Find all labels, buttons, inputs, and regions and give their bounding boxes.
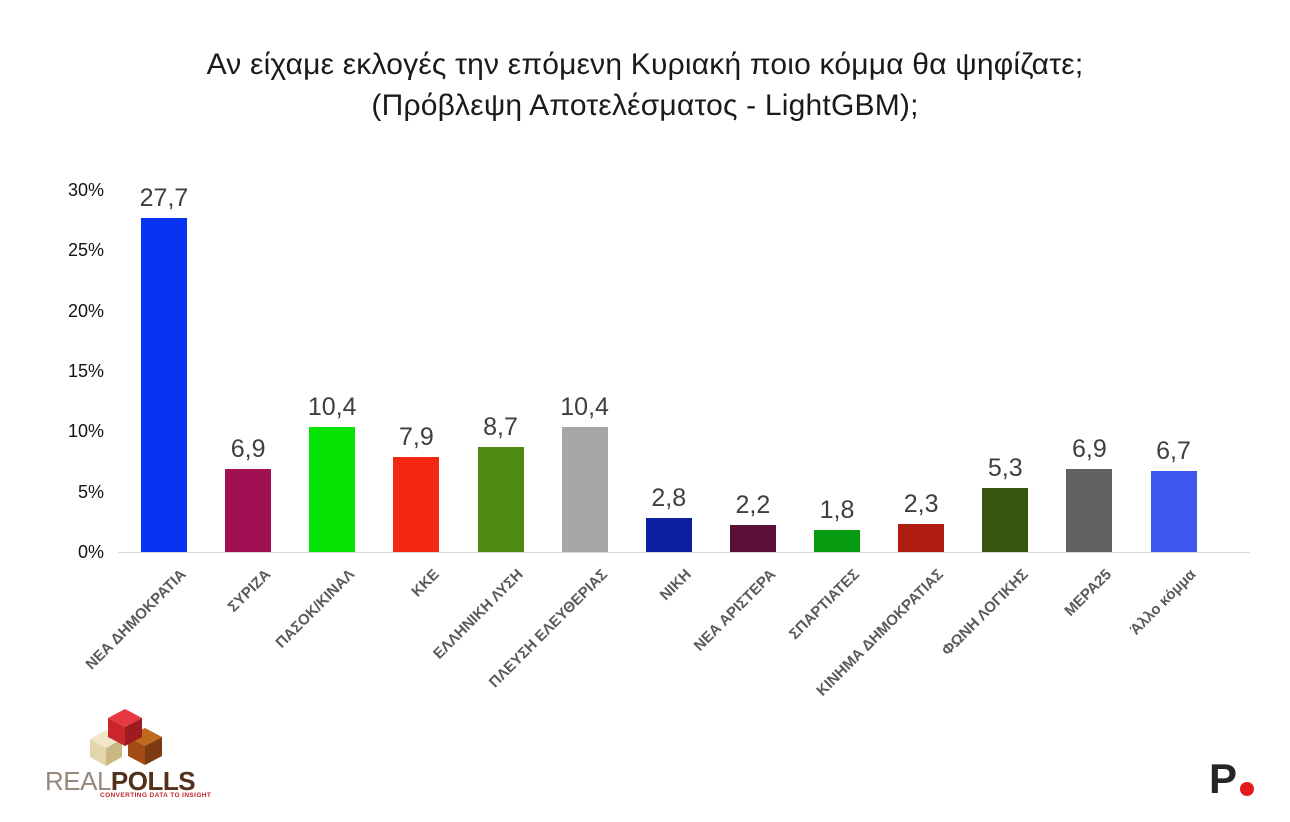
bar-value-label: 5,3 bbox=[987, 454, 1023, 483]
chart-title-line1: Αν είχαμε εκλογές την επόμενη Κυριακή πο… bbox=[206, 48, 1084, 81]
bar-value-label: 10,4 bbox=[560, 392, 609, 421]
y-axis-tick-label: 0% bbox=[77, 542, 104, 562]
x-axis-category-label: ΦΩΝΗ ΛΟΓΙΚΗΣ bbox=[938, 566, 1032, 660]
realpolls-name-real: REAL bbox=[45, 766, 111, 796]
bar-3 bbox=[309, 426, 356, 552]
realpolls-logo: REALPOLLS CONVERTING DATA TO INSIGHT bbox=[45, 708, 215, 803]
y-axis-tick-label: 25% bbox=[67, 240, 104, 261]
bar-value-label: 2,8 bbox=[651, 484, 687, 513]
bar-value-label: 2,2 bbox=[735, 491, 771, 520]
bar-6 bbox=[561, 426, 608, 552]
x-axis-category-label: ΕΛΛΗΝΙΚΗ ΛΥΣΗ bbox=[429, 566, 527, 663]
chart-title-line2: (Πρόβλεψη Αποτελέσματος - LightGBM); bbox=[371, 89, 919, 122]
bar-11 bbox=[982, 488, 1029, 552]
realpolls-tagline: CONVERTING DATA TO INSIGHT bbox=[100, 792, 212, 799]
y-axis-tick-label: 20% bbox=[67, 300, 104, 321]
bar-12 bbox=[1066, 468, 1113, 552]
bar-1 bbox=[141, 217, 187, 552]
realpolls-cubes-icon bbox=[90, 709, 162, 766]
p-logo-red-dot-icon bbox=[1240, 782, 1254, 796]
bar-10 bbox=[898, 524, 945, 552]
p-brand-logo: P bbox=[1208, 755, 1254, 802]
p-logo-letter: P bbox=[1208, 755, 1237, 802]
bar-2 bbox=[225, 468, 272, 552]
bar-5 bbox=[477, 447, 524, 552]
bar-value-label: 7,9 bbox=[398, 422, 434, 451]
realpolls-wordmark: REALPOLLS bbox=[45, 766, 196, 797]
x-axis-category-label: ΣΠΑΡΤΙΑΤΕΣ bbox=[786, 566, 864, 643]
chart-title: Αν είχαμε εκλογές την επόμενη Κυριακή πο… bbox=[0, 44, 1290, 126]
x-axis-line bbox=[118, 552, 1250, 553]
x-axis-category-label: Άλλο κόμμα bbox=[1127, 566, 1200, 639]
x-axis-category-label: ΠΑΣΟΚ/ΚΙΝΑΛ bbox=[272, 566, 359, 652]
x-axis-category-label: ΣΥΡΙΖΑ bbox=[224, 566, 275, 616]
bar-value-label: 10,4 bbox=[307, 392, 357, 421]
y-axis-tick-label: 15% bbox=[67, 361, 104, 381]
realpolls-name-polls: POLLS bbox=[110, 766, 196, 796]
bar-4 bbox=[393, 456, 440, 552]
bar-value-label: 8,7 bbox=[483, 413, 518, 442]
bar-value-label: 6,7 bbox=[1156, 437, 1191, 466]
x-axis-category-label: ΜΕΡΑ25 bbox=[1061, 566, 1116, 620]
bar-value-label: 27,7 bbox=[139, 183, 189, 212]
bar-8 bbox=[729, 525, 776, 552]
x-axis-category-label: ΝΙΚΗ bbox=[656, 566, 695, 604]
x-axis-category-label: ΚΚΕ bbox=[407, 566, 443, 601]
y-axis-tick-label: 30% bbox=[67, 180, 104, 200]
bar-value-label: 6,9 bbox=[1071, 434, 1107, 463]
bar-value-label: 1,8 bbox=[819, 496, 855, 525]
x-axis-category-label: ΝΕΑ ΑΡΙΣΤΕΡΑ bbox=[690, 566, 779, 655]
bar-7 bbox=[645, 518, 692, 552]
bar-9 bbox=[814, 530, 860, 552]
bar-13 bbox=[1150, 471, 1197, 552]
y-axis-tick-label: 10% bbox=[67, 421, 104, 442]
bar-value-label: 2,3 bbox=[903, 490, 939, 519]
bar-value-label: 6,9 bbox=[230, 434, 266, 463]
x-axis-category-label: ΝΕΑ ΔΗΜΟΚΡΑΤΙΑ bbox=[82, 566, 191, 674]
y-axis-tick-label: 5% bbox=[77, 481, 104, 502]
